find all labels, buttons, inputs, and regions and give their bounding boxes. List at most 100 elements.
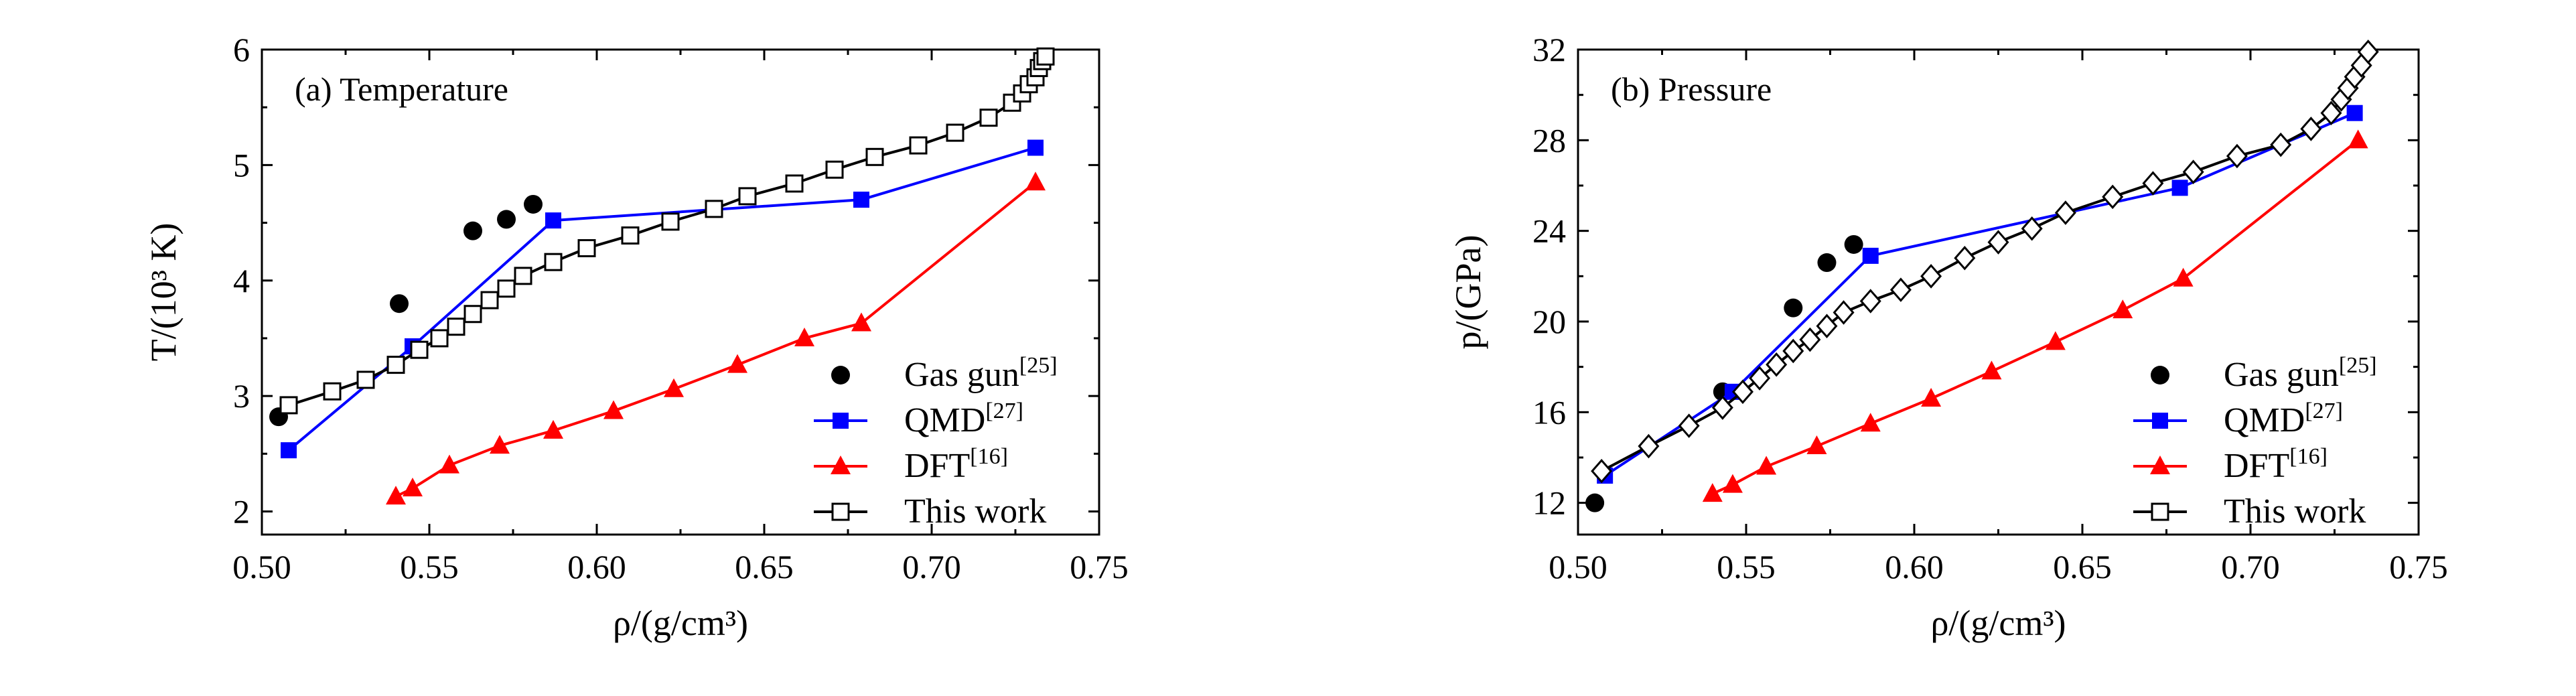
data-point	[1987, 230, 2009, 255]
series-gas-gun	[269, 194, 543, 427]
legend: Gas gun[25] QMD[27] DFT[16] This work	[2133, 353, 2377, 531]
data-point	[463, 305, 482, 324]
legend-label: DFT[16]	[904, 444, 1008, 485]
data-point	[2173, 267, 2194, 287]
data-point	[545, 212, 561, 229]
data-point	[1585, 493, 1605, 512]
series-this-work	[279, 47, 1055, 415]
data-point	[2346, 105, 2363, 121]
x-tick-label: 0.55	[1717, 548, 1776, 585]
legend-name: Gas gun	[2224, 356, 2339, 394]
legend-marker	[831, 456, 851, 474]
data-point	[2102, 184, 2124, 210]
data-point	[447, 318, 466, 336]
legend-name: QMD	[2224, 401, 2305, 439]
legend-label: QMD[27]	[2224, 399, 2343, 439]
y-tick-label: 6	[233, 31, 250, 68]
legend-label: DFT[16]	[2224, 444, 2328, 485]
data-point	[1889, 277, 1912, 302]
data-point	[2300, 117, 2322, 141]
data-point	[851, 312, 871, 332]
legend-label: This work	[2224, 492, 2366, 531]
data-point	[738, 187, 757, 206]
legend-marker	[2151, 502, 2169, 521]
data-point	[1702, 483, 1723, 502]
data-point	[1920, 264, 1942, 289]
x-tick-label: 0.75	[1070, 548, 1129, 585]
y-tick-label: 24	[1532, 212, 1566, 250]
data-point	[2226, 143, 2248, 169]
y-tick-label: 16	[1532, 393, 1566, 431]
data-point	[281, 442, 297, 459]
legend-label: Gas gun[25]	[2224, 353, 2377, 394]
data-point	[1722, 474, 1743, 493]
data-point	[1806, 435, 1827, 455]
data-point	[1860, 413, 1881, 432]
data-point	[2054, 200, 2076, 225]
y-tick-label: 28	[1532, 121, 1566, 159]
data-point	[577, 238, 596, 257]
series-dft	[386, 171, 1046, 505]
data-point	[1711, 395, 1733, 420]
x-tick-label: 0.55	[400, 548, 459, 585]
data-point	[1591, 458, 1613, 484]
data-point	[705, 200, 723, 218]
data-point	[524, 194, 543, 214]
x-tick-label: 0.50	[232, 548, 291, 585]
panel-title: (a) Temperature	[295, 70, 508, 108]
data-point	[727, 354, 747, 373]
data-point	[410, 340, 429, 359]
legend-ref: [16]	[2289, 444, 2328, 469]
data-point	[386, 356, 405, 374]
data-point	[463, 221, 482, 240]
chart-panel-b: 0.50 0.55 0.60 0.65 0.70 0.75 12 16 20 24 28 32 ρ/(g…	[1448, 31, 2448, 643]
data-point	[497, 210, 516, 229]
data-point	[1036, 47, 1055, 66]
legend-ref: [25]	[2339, 353, 2377, 378]
y-tick-label: 20	[1532, 303, 1566, 340]
data-point	[1799, 327, 1821, 352]
data-point	[1981, 360, 2002, 380]
data-point	[1749, 366, 1771, 391]
data-point	[1817, 253, 1837, 273]
y-tick-label: 3	[233, 377, 250, 415]
data-point	[1784, 298, 1803, 318]
data-point	[356, 370, 375, 389]
data-point	[386, 486, 406, 505]
data-point	[2171, 180, 2188, 196]
data-point	[439, 454, 459, 474]
data-point	[1921, 388, 1942, 407]
legend-ref: [25]	[1019, 353, 1058, 378]
data-point	[2348, 129, 2368, 149]
data-point	[2357, 40, 2379, 64]
legend-marker	[833, 413, 849, 429]
data-point	[2021, 216, 2043, 241]
panel-title: (b) Pressure	[1611, 70, 1772, 108]
y-axis-label: p/(GPa)	[1448, 235, 1488, 350]
data-point	[1833, 300, 1855, 325]
data-point	[979, 109, 998, 127]
x-tick-label: 0.50	[1549, 548, 1607, 585]
y-axis-label: T/(10³ K)	[143, 223, 184, 362]
legend-name: DFT	[2224, 447, 2289, 485]
data-point	[661, 212, 680, 231]
data-point	[1766, 352, 1788, 377]
x-tick-label: 0.70	[902, 548, 961, 585]
y-tick-label: 12	[1532, 484, 1566, 522]
data-point	[909, 136, 928, 155]
data-point	[403, 478, 423, 497]
series-gas-gun	[1585, 234, 1863, 512]
x-tick-label: 0.65	[2053, 548, 2112, 585]
legend-marker	[2151, 366, 2169, 385]
data-point	[323, 382, 342, 401]
data-point	[1025, 171, 1046, 191]
legend-ref: [16]	[970, 444, 1008, 469]
data-point	[1816, 314, 1838, 339]
data-point	[2270, 132, 2292, 157]
series-dft	[1702, 129, 2368, 502]
x-tick-label: 0.70	[2221, 548, 2280, 585]
x-axis-label: ρ/(g/cm³)	[1930, 603, 2066, 643]
x-tick-label: 0.65	[735, 548, 794, 585]
data-point	[2182, 159, 2204, 184]
